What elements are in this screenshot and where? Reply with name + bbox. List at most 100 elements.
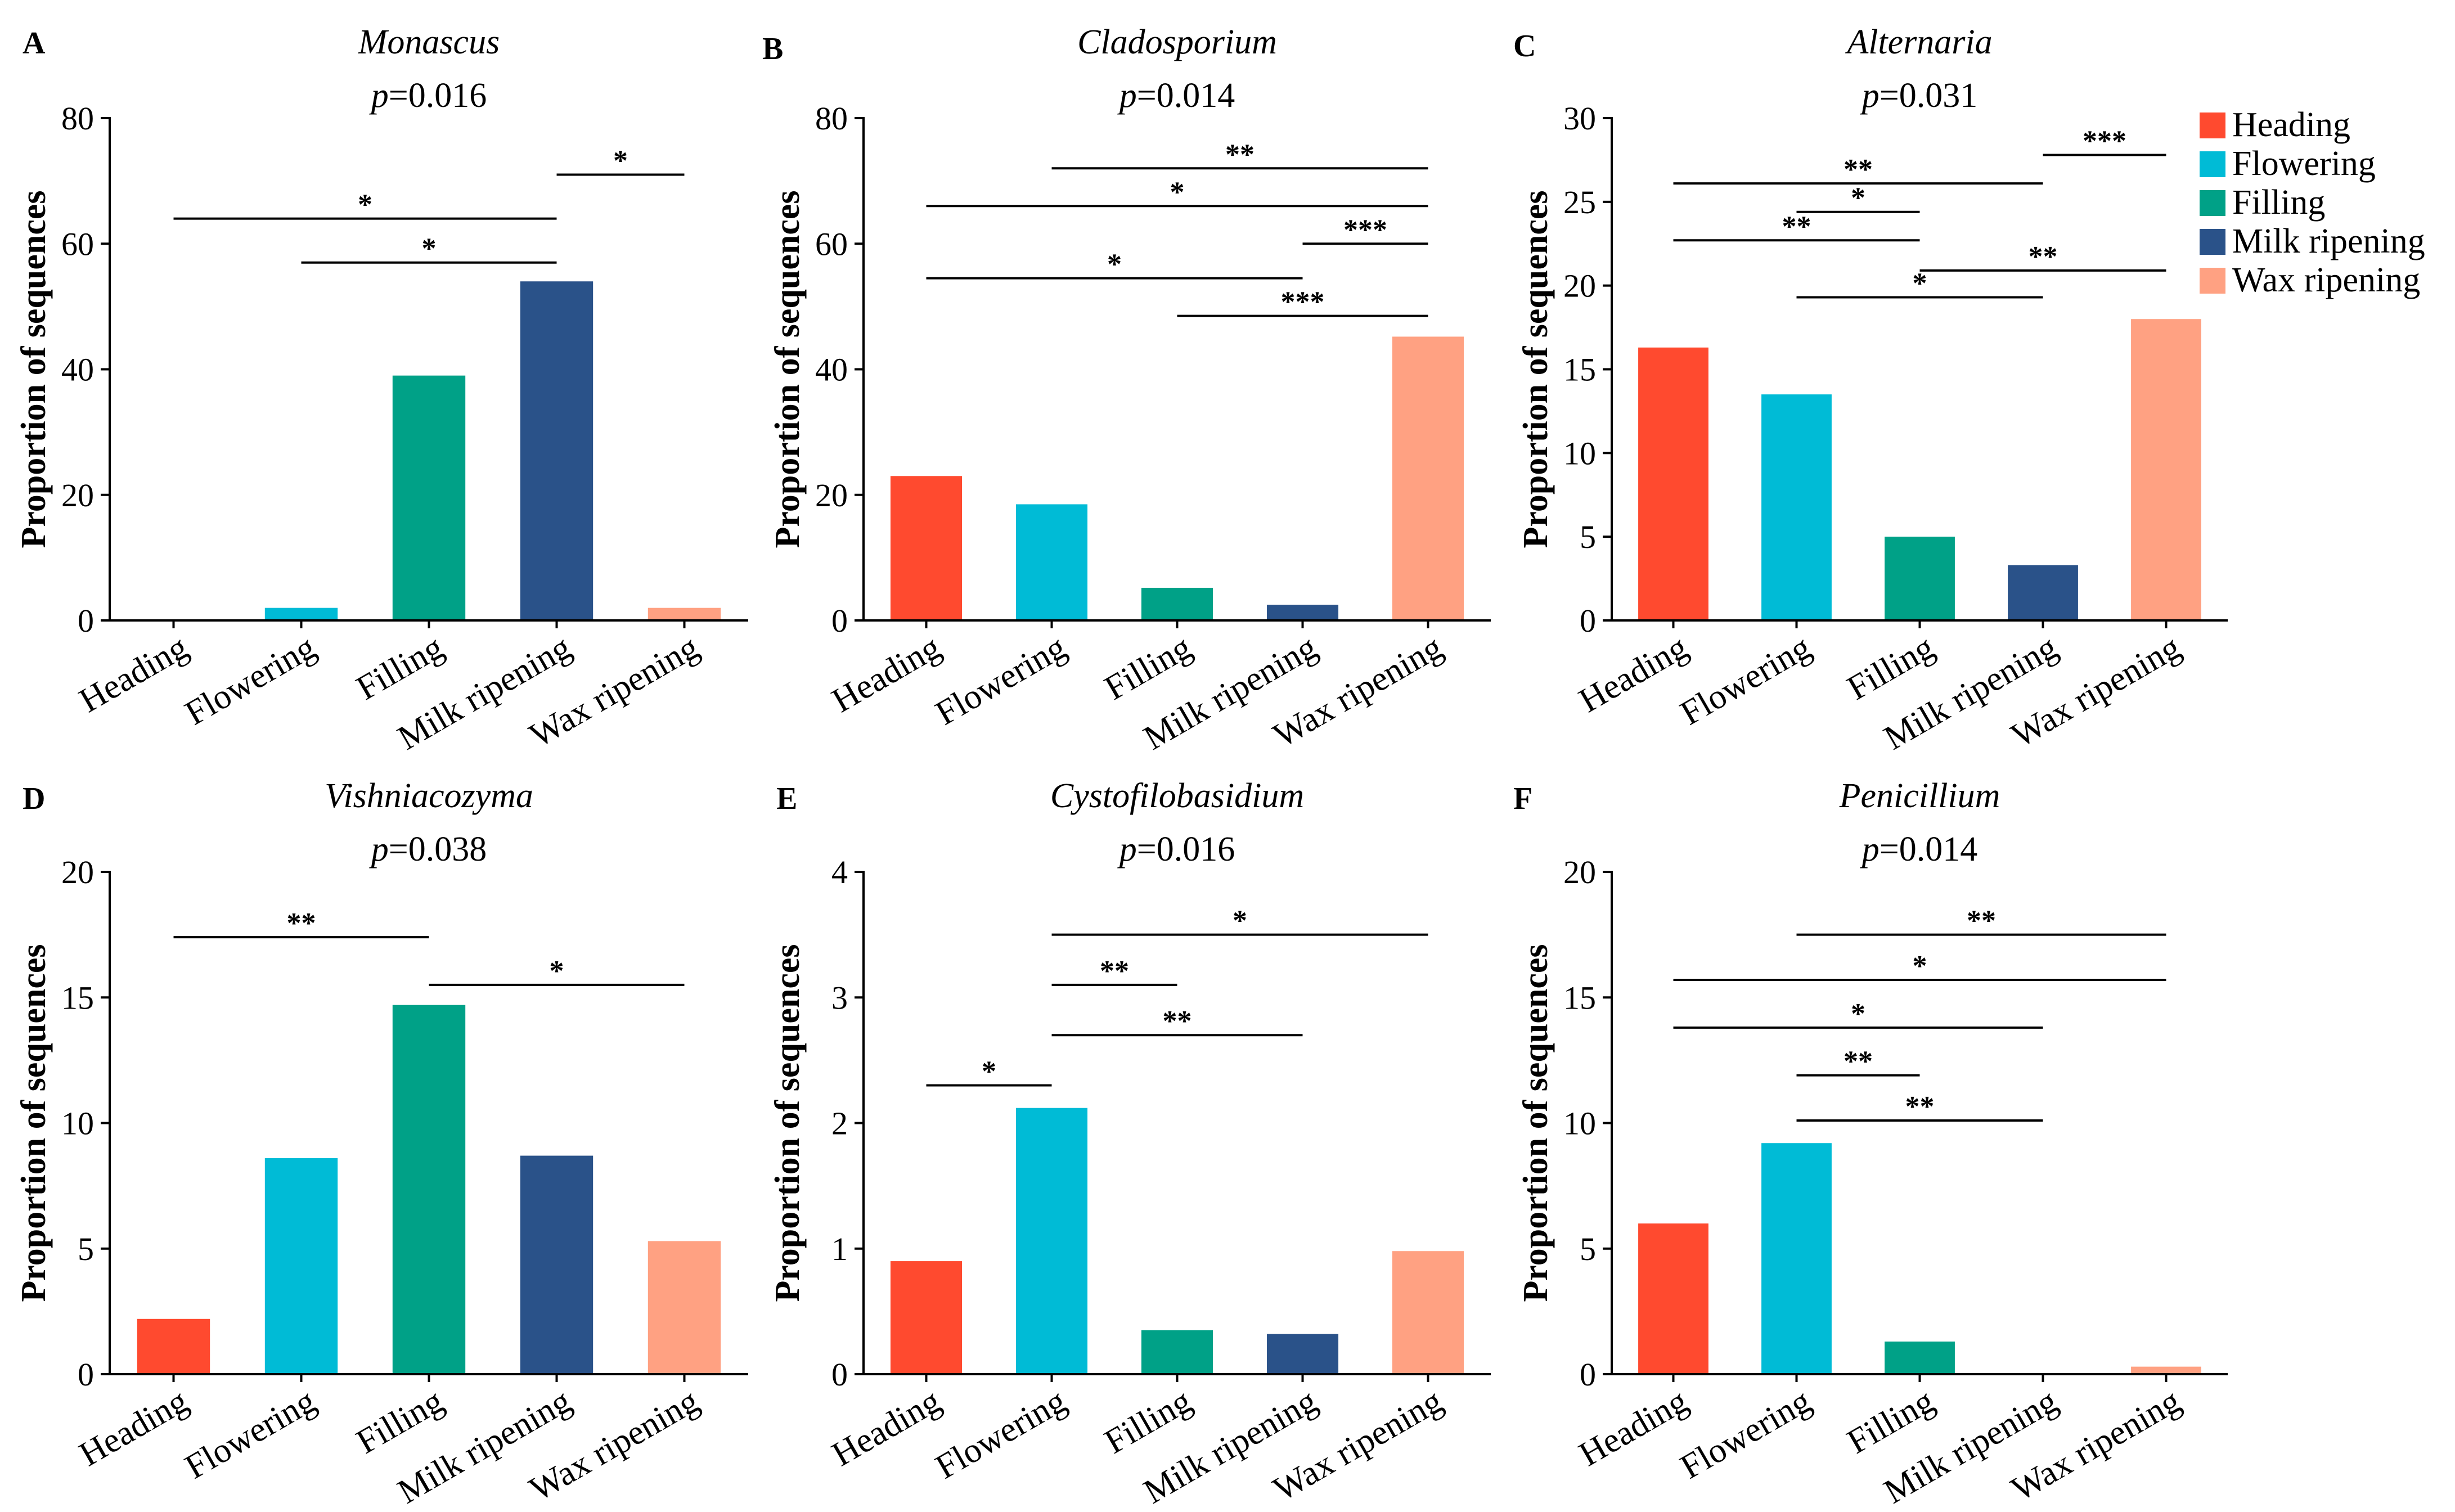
significance-label-a: * xyxy=(358,189,372,221)
y-tick-label-a: 40 xyxy=(61,352,94,388)
y-tick-label-b: 60 xyxy=(815,226,848,262)
significance-label-e: * xyxy=(1233,905,1247,937)
p-value-b: p=0.014 xyxy=(1117,76,1235,115)
bar-a-wax-ripening xyxy=(648,608,721,620)
y-tick-label-e: 1 xyxy=(831,1231,848,1267)
significance-label-f: ** xyxy=(1967,905,1996,937)
y-tick-label-c: 25 xyxy=(1563,184,1596,220)
significance-label-b: * xyxy=(1170,176,1185,208)
p-number-d: =0.038 xyxy=(389,830,487,868)
legend-label-heading: Heading xyxy=(2232,106,2350,144)
p-value-d: p=0.038 xyxy=(369,830,487,868)
p-symbol-b: p xyxy=(1117,76,1137,115)
legend-label-milk-ripening: Milk ripening xyxy=(2232,222,2425,260)
chart-title-d: Vishniacozyma xyxy=(325,777,533,815)
p-symbol-c: p xyxy=(1860,76,1880,115)
significance-label-d: ** xyxy=(287,907,316,939)
significance-label-b: * xyxy=(1107,249,1122,281)
legend-label-flowering: Flowering xyxy=(2232,145,2376,183)
p-value-c: p=0.031 xyxy=(1860,76,1977,115)
x-tick-label-a: Flowering xyxy=(179,628,322,732)
legend-swatch-filling xyxy=(2200,190,2225,216)
y-tick-label-e: 3 xyxy=(831,979,848,1016)
p-symbol-f: p xyxy=(1860,830,1880,868)
significance-label-f: ** xyxy=(1844,1046,1873,1078)
chart-title-a: Monascus xyxy=(358,23,500,61)
x-tick-label-b: Filling xyxy=(1098,628,1198,708)
significance-label-f: ** xyxy=(1905,1091,1935,1123)
bar-a-milk-ripening xyxy=(520,281,593,621)
x-tick-label-b: Flowering xyxy=(929,628,1073,732)
bar-d-filling xyxy=(392,1005,466,1374)
x-tick-label-f: Heading xyxy=(1573,1382,1694,1474)
legend-label-filling: Filling xyxy=(2232,183,2325,222)
bar-b-wax-ripening xyxy=(1392,336,1464,620)
x-tick-label-c: Heading xyxy=(1573,628,1694,720)
x-tick-label-e: Heading xyxy=(826,1382,947,1474)
bar-f-heading xyxy=(1638,1223,1708,1374)
significance-label-e: * xyxy=(982,1056,996,1088)
panel-letter-b: B xyxy=(762,32,783,66)
bar-e-flowering xyxy=(1015,1108,1088,1374)
y-axis-label-c: Proportion of sequences xyxy=(1517,190,1555,548)
y-tick-label-f: 5 xyxy=(1580,1231,1596,1267)
p-value-e: p=0.016 xyxy=(1117,830,1235,868)
bar-b-heading xyxy=(890,476,963,620)
significance-label-f: * xyxy=(1851,998,1865,1030)
panel-letter-c: C xyxy=(1513,29,1536,64)
bar-e-wax-ripening xyxy=(1392,1251,1464,1374)
y-tick-label-a: 20 xyxy=(61,477,94,514)
bar-f-filling xyxy=(1885,1341,1955,1374)
p-value-f: p=0.014 xyxy=(1860,830,1977,868)
x-tick-label-c: Flowering xyxy=(1674,628,1818,732)
bar-b-flowering xyxy=(1015,504,1088,620)
y-tick-label-f: 15 xyxy=(1563,979,1596,1016)
y-tick-label-c: 0 xyxy=(1580,602,1596,639)
bar-e-milk-ripening xyxy=(1266,1334,1339,1374)
p-symbol-e: p xyxy=(1117,830,1137,868)
panel-e: E Cystofilobasidium p=0.016 0 1 2 3 4 Proportion… xyxy=(768,777,1491,1511)
x-tick-label-d: Heading xyxy=(73,1382,195,1474)
y-tick-label-c: 10 xyxy=(1563,435,1596,471)
bar-f-wax-ripening xyxy=(2131,1366,2201,1374)
y-tick-label-b: 80 xyxy=(815,100,848,137)
y-tick-label-c: 15 xyxy=(1563,352,1596,388)
bar-e-heading xyxy=(890,1261,963,1374)
significance-label-b: *** xyxy=(1343,214,1387,246)
y-tick-label-a: 80 xyxy=(61,100,94,137)
chart-title-b: Cladosporium xyxy=(1077,23,1277,61)
bar-d-flowering xyxy=(264,1158,338,1374)
y-axis-label-e: Proportion of sequences xyxy=(768,944,807,1302)
significance-label-f: * xyxy=(1913,950,1927,982)
panel-c: C Alternaria p=0.031 0 5 10 15 20 25 30 Proportion… xyxy=(1513,23,2228,757)
bar-c-filling xyxy=(1885,537,1955,620)
x-tick-label-b: Heading xyxy=(826,628,947,720)
p-symbol-a: p xyxy=(369,76,389,115)
bar-c-wax-ripening xyxy=(2131,319,2201,620)
y-tick-label-a: 0 xyxy=(78,602,94,639)
y-tick-label-e: 0 xyxy=(831,1356,848,1393)
bar-b-filling xyxy=(1141,587,1213,620)
significance-label-c: ** xyxy=(2029,241,2058,273)
significance-label-a: * xyxy=(422,233,437,265)
y-tick-label-e: 4 xyxy=(831,854,848,890)
panel-d: D Vishniacozyma p=0.038 0 5 10 15 20 Proportion … xyxy=(15,777,748,1511)
bar-a-filling xyxy=(392,375,466,620)
significance-label-c: *** xyxy=(2083,125,2126,157)
bar-c-flowering xyxy=(1761,394,1832,620)
panel-letter-d: D xyxy=(23,781,45,816)
y-axis-label-d: Proportion of sequences xyxy=(15,944,53,1302)
chart-title-f: Penicillium xyxy=(1839,777,2000,815)
p-number-c: =0.031 xyxy=(1880,76,1977,115)
y-tick-label-b: 20 xyxy=(815,477,848,514)
y-axis-label-b: Proportion of sequences xyxy=(768,190,807,548)
y-tick-label-f: 20 xyxy=(1563,854,1596,890)
panel-f: F Penicillium p=0.014 0 5 10 15 20 Proportion of… xyxy=(1513,777,2228,1511)
y-tick-label-d: 15 xyxy=(61,979,94,1016)
significance-label-d: * xyxy=(550,955,564,987)
panel-a: A Monascus p=0.016 0 20 40 60 80 Proportion of s… xyxy=(15,23,748,757)
bar-d-wax-ripening xyxy=(648,1241,721,1374)
legend-swatch-flowering xyxy=(2200,151,2225,177)
y-tick-label-b: 0 xyxy=(831,602,848,639)
